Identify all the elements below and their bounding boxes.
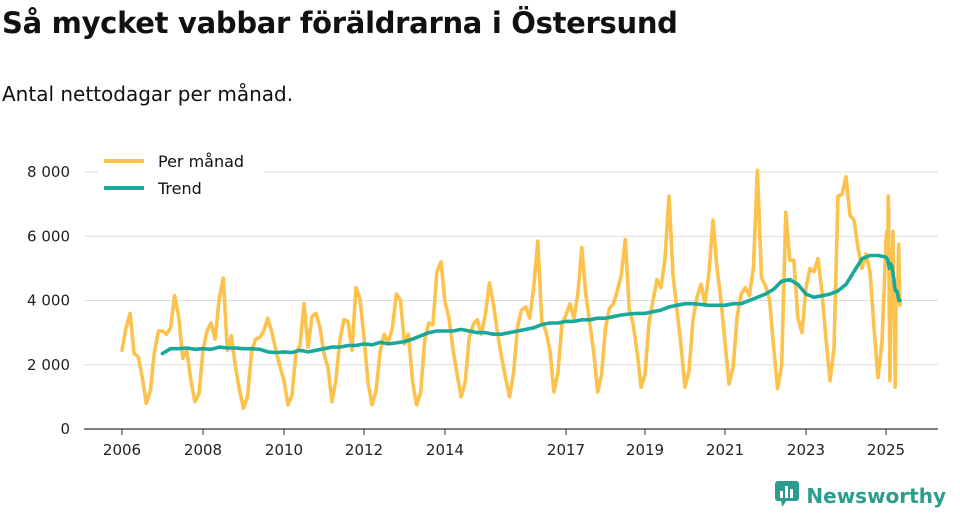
legend-label: Per månad	[158, 152, 244, 171]
y-tick-label: 0	[60, 420, 70, 438]
x-tick-label: 2025	[867, 441, 905, 459]
x-tick-label: 2021	[706, 441, 744, 459]
y-tick-label: 8 000	[27, 163, 70, 181]
brand-name: Newsworthy	[806, 484, 946, 508]
y-tick-label: 2 000	[27, 356, 70, 374]
x-tick-label: 2010	[265, 441, 303, 459]
newsworthy-brand: Newsworthy	[774, 480, 946, 512]
x-tick-label: 2012	[345, 441, 383, 459]
x-tick-label: 2017	[547, 441, 585, 459]
series-line-trend	[160, 253, 902, 356]
chart-title: Så mycket vabbar föräldrarna i Östersund	[2, 6, 678, 40]
y-tick-label: 4 000	[27, 292, 70, 310]
series-line-per-manad	[120, 168, 902, 410]
chart-subtitle: Antal nettodagar per månad.	[2, 82, 294, 106]
x-tick-label: 2008	[184, 441, 222, 459]
bar-chart-icon	[774, 480, 800, 512]
y-tick-label: 6 000	[27, 227, 70, 245]
x-tick-label: 2019	[626, 441, 664, 459]
legend-label: Trend	[157, 179, 202, 198]
x-tick-label: 2006	[103, 441, 141, 459]
legend-background	[98, 146, 264, 206]
x-tick-label: 2014	[426, 441, 464, 459]
x-tick-label: 2023	[787, 441, 825, 459]
